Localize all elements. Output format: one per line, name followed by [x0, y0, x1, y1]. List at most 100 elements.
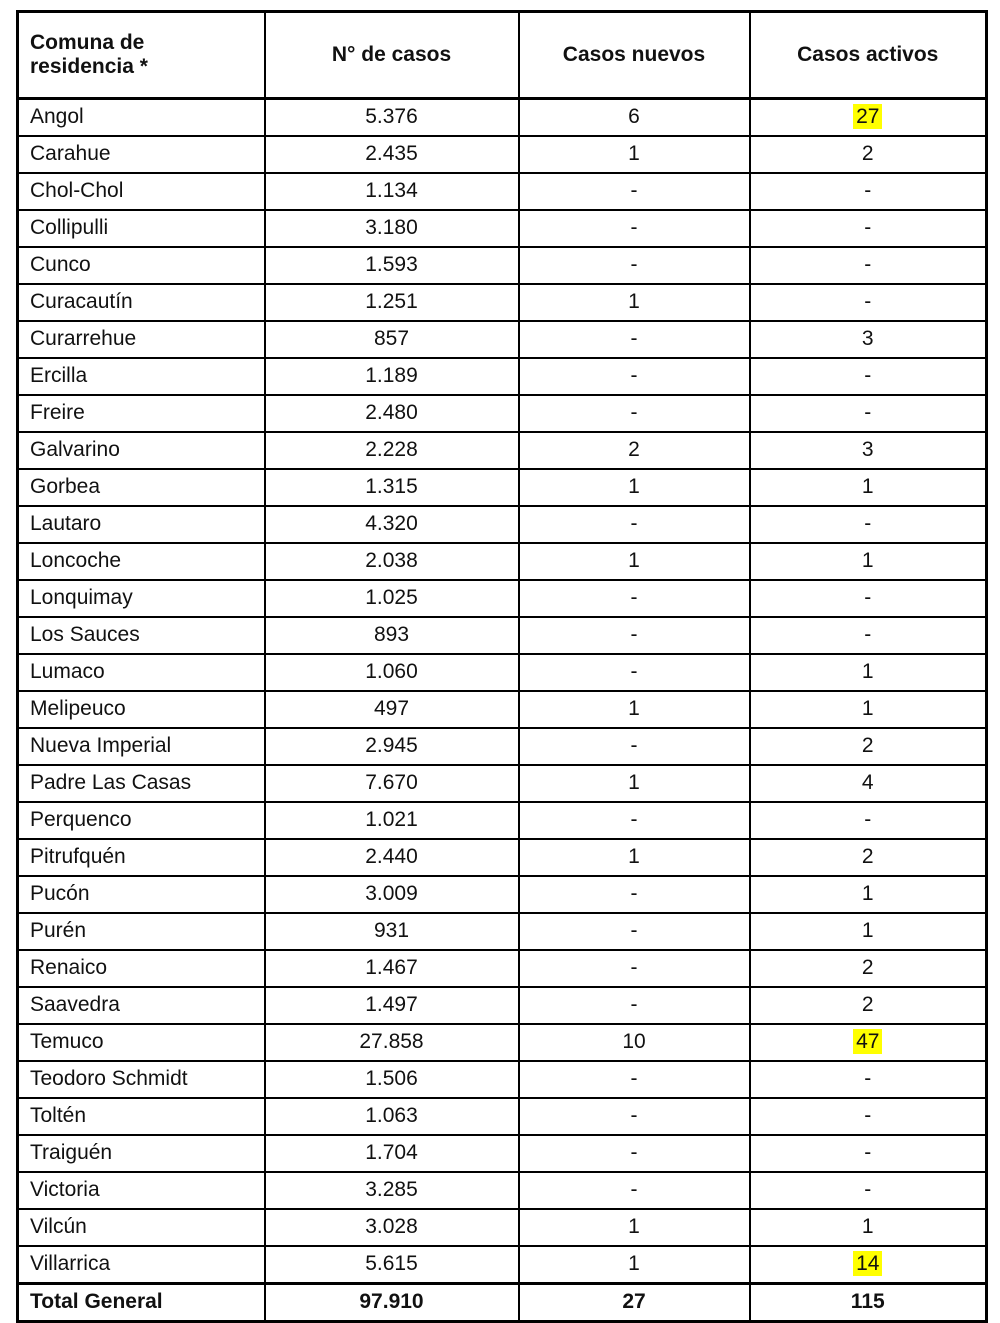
comuna-cell: Galvarino [16, 431, 266, 470]
casos-nuevos-cell: 1 [517, 764, 751, 803]
table-row: Nueva Imperial 2.945 - 2 [16, 727, 988, 766]
casos-nuevos-cell: 1 [517, 283, 751, 322]
casos-activos-cell: 4 [748, 764, 988, 803]
table-row: Vilcún 3.028 1 1 [16, 1208, 988, 1247]
casos-nuevos-cell: - [517, 579, 751, 618]
total-row: Total General 97.910 27 115 [16, 1282, 988, 1323]
casos-cell: 1.060 [263, 653, 520, 692]
casos-activos-cell: 14 [748, 1245, 988, 1285]
casos-activos-cell: - [748, 1097, 988, 1136]
casos-nuevos-cell: - [517, 1171, 751, 1210]
comuna-cell: Pitrufquén [16, 838, 266, 877]
header-comuna-label: Comuna de residencia * [30, 30, 148, 78]
casos-nuevos-cell: - [517, 986, 751, 1025]
casos-cell: 1.021 [263, 801, 520, 840]
comuna-cell: Vilcún [16, 1208, 266, 1247]
casos-nuevos-cell: 27 [517, 1282, 751, 1323]
table-row: Galvarino 2.228 2 3 [16, 431, 988, 470]
casos-activos-cell: - [748, 283, 988, 322]
table-row: Renaico 1.467 - 2 [16, 949, 988, 988]
casos-cell: 1.467 [263, 949, 520, 988]
casos-activos-cell: - [748, 209, 988, 248]
table-row: Pucón 3.009 - 1 [16, 875, 988, 914]
casos-cell: 1.315 [263, 468, 520, 507]
casos-cell: 497 [263, 690, 520, 729]
casos-nuevos-cell: - [517, 394, 751, 433]
comuna-cell: Chol-Chol [16, 172, 266, 211]
highlighted-value: 47 [853, 1029, 883, 1055]
casos-activos-cell: 1 [748, 542, 988, 581]
casos-cell: 2.440 [263, 838, 520, 877]
comuna-cell: Ercilla [16, 357, 266, 396]
casos-nuevos-cell: 10 [517, 1023, 751, 1062]
casos-activos-cell: 2 [748, 838, 988, 877]
comuna-cell: Melipeuco [16, 690, 266, 729]
table-row: Lumaco 1.060 - 1 [16, 653, 988, 692]
casos-nuevos-cell: - [517, 1060, 751, 1099]
comuna-cell: Freire [16, 394, 266, 433]
casos-nuevos-cell: - [517, 505, 751, 544]
casos-nuevos-cell: 1 [517, 838, 751, 877]
casos-cell: 2.945 [263, 727, 520, 766]
comuna-cell: Lumaco [16, 653, 266, 692]
casos-nuevos-cell: - [517, 1134, 751, 1173]
casos-cell: 3.180 [263, 209, 520, 248]
casos-cell: 3.028 [263, 1208, 520, 1247]
comuna-cell: Los Sauces [16, 616, 266, 655]
casos-cell: 1.189 [263, 357, 520, 396]
table-row: Purén 931 - 1 [16, 912, 988, 951]
casos-activos-cell: 2 [748, 727, 988, 766]
comuna-cell: Temuco [16, 1023, 266, 1062]
casos-nuevos-cell: - [517, 209, 751, 248]
casos-nuevos-cell: 1 [517, 1245, 751, 1285]
casos-activos-cell: - [748, 246, 988, 285]
comuna-cell: Nueva Imperial [16, 727, 266, 766]
highlighted-value: 14 [853, 1251, 883, 1277]
comuna-cell: Total General [16, 1282, 266, 1323]
casos-cell: 2.435 [263, 135, 520, 174]
casos-cell: 7.670 [263, 764, 520, 803]
header-casos: N° de casos [263, 10, 520, 100]
casos-activos-cell: 27 [748, 97, 988, 137]
casos-nuevos-cell: - [517, 246, 751, 285]
casos-activos-cell: - [748, 579, 988, 618]
comuna-cell: Renaico [16, 949, 266, 988]
comuna-cell: Angol [16, 97, 266, 137]
table-row: Toltén 1.063 - - [16, 1097, 988, 1136]
casos-nuevos-cell: - [517, 912, 751, 951]
casos-cell: 2.228 [263, 431, 520, 470]
header-row: Comuna de residencia * N° de casos Casos… [16, 10, 988, 100]
table-row: Angol 5.376 6 27 [16, 97, 988, 137]
casos-activos-cell: 3 [748, 431, 988, 470]
casos-activos-cell: - [748, 357, 988, 396]
comuna-cell: Collipulli [16, 209, 266, 248]
table-row: Collipulli 3.180 - - [16, 209, 988, 248]
casos-nuevos-cell: 1 [517, 690, 751, 729]
comuna-cell: Lautaro [16, 505, 266, 544]
casos-activos-cell: - [748, 801, 988, 840]
casos-nuevos-cell: 2 [517, 431, 751, 470]
casos-cell: 3.009 [263, 875, 520, 914]
table-row: Gorbea 1.315 1 1 [16, 468, 988, 507]
casos-nuevos-cell: - [517, 875, 751, 914]
casos-nuevos-cell: 1 [517, 135, 751, 174]
casos-cell: 27.858 [263, 1023, 520, 1062]
comuna-cell: Loncoche [16, 542, 266, 581]
table-row: Cunco 1.593 - - [16, 246, 988, 285]
casos-cell: 97.910 [263, 1282, 520, 1323]
table-row: Chol-Chol 1.134 - - [16, 172, 988, 211]
casos-cell: 893 [263, 616, 520, 655]
casos-cell: 1.593 [263, 246, 520, 285]
table-row: Temuco 27.858 10 47 [16, 1023, 988, 1062]
table-row: Teodoro Schmidt 1.506 - - [16, 1060, 988, 1099]
casos-activos-cell: - [748, 505, 988, 544]
casos-cell: 1.704 [263, 1134, 520, 1173]
table-row: Freire 2.480 - - [16, 394, 988, 433]
casos-activos-cell: 2 [748, 986, 988, 1025]
casos-nuevos-cell: - [517, 172, 751, 211]
casos-cell: 5.376 [263, 97, 520, 137]
casos-nuevos-cell: - [517, 1097, 751, 1136]
casos-cell: 931 [263, 912, 520, 951]
comuna-cell: Lonquimay [16, 579, 266, 618]
